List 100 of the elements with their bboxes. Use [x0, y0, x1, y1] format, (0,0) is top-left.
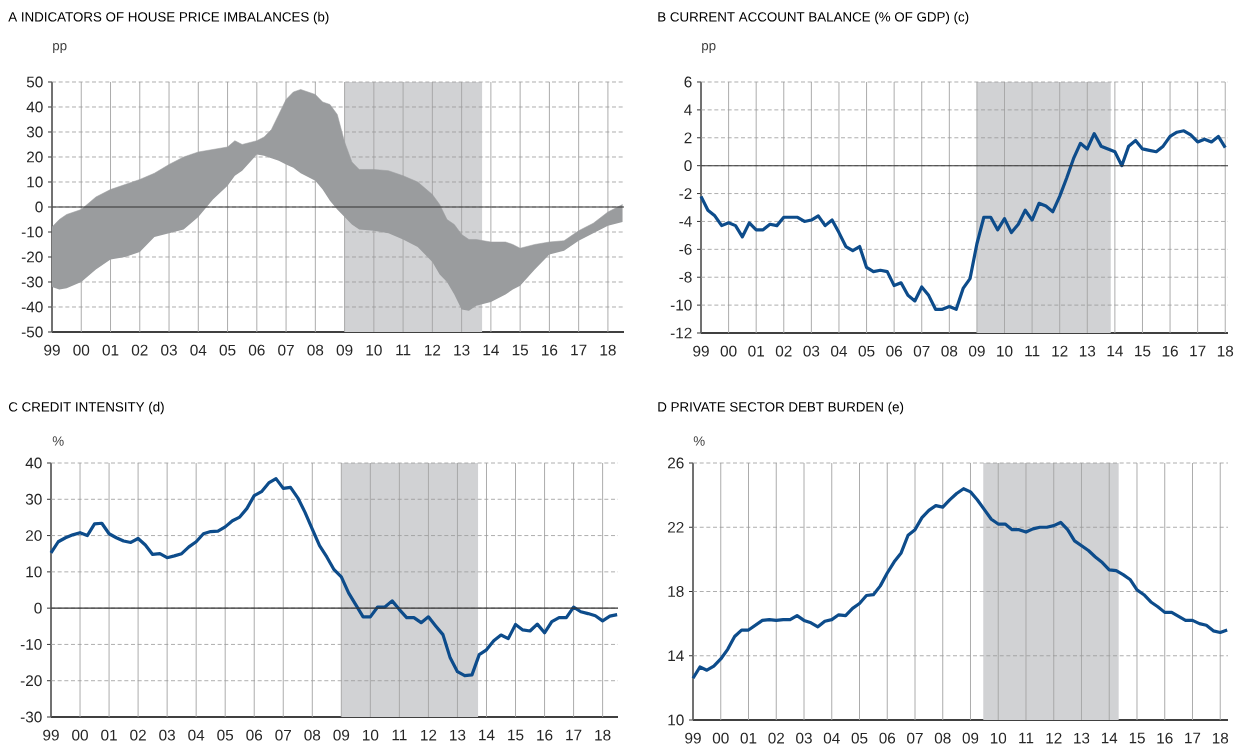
chart-title: D PRIVATE SECTOR DEBT BURDEN (e) [658, 401, 904, 415]
x-tick-label: 05 [851, 732, 868, 744]
x-tick-label: 10 [363, 729, 379, 741]
x-tick-label: 05 [219, 344, 236, 356]
x-tick-label: 15 [508, 729, 524, 741]
chart-title: C CREDIT INTENSITY (d) [8, 401, 164, 415]
x-tick-label: 17 [571, 344, 587, 356]
chart-title: B CURRENT ACCOUNT BALANCE (% OF GDP) (c) [658, 11, 969, 25]
x-tick-label: 12 [421, 729, 437, 741]
x-tick-label: 02 [768, 732, 785, 744]
x-tick-label: 18 [1212, 732, 1229, 744]
x-tick-label: 17 [1185, 732, 1201, 744]
y-tick-label: 2 [684, 132, 692, 144]
x-tick-label: 09 [969, 345, 985, 357]
x-tick-label: 04 [190, 344, 207, 356]
y-tick-label: -40 [21, 301, 43, 313]
y-tick-label: -10 [670, 299, 692, 311]
x-tick-label: 15 [512, 344, 529, 356]
y-tick-label: -30 [20, 711, 42, 723]
x-tick-label: 06 [886, 345, 902, 357]
x-tick-label: 13 [1074, 732, 1090, 744]
y-tick-label: 0 [684, 160, 692, 172]
y-tick-label: 40 [26, 101, 43, 113]
chart-title: A INDICATORS OF HOUSE PRICE IMBALANCES (b) [8, 11, 329, 25]
x-tick-label: 15 [1135, 345, 1151, 357]
x-tick-label: 17 [1190, 345, 1206, 357]
y-tick-label: 30 [26, 126, 43, 138]
x-tick-label: 99 [44, 344, 60, 356]
y-tick-label: -10 [20, 639, 42, 650]
x-tick-label: 07 [907, 732, 923, 744]
x-tick-label: 09 [336, 344, 353, 356]
line-series [49, 477, 619, 678]
y-tick-label: -12 [670, 327, 692, 339]
x-tick-label: 17 [566, 729, 582, 741]
x-tick-label: 04 [831, 345, 848, 357]
x-tick-label: 13 [1079, 345, 1096, 357]
y-tick-label: 20 [26, 530, 42, 541]
x-tick-label: 09 [333, 729, 350, 741]
x-tick-label: 06 [246, 729, 263, 741]
x-tick-label: 13 [450, 729, 466, 741]
x-tick-label: 02 [775, 345, 792, 357]
x-tick-label: 16 [537, 729, 553, 741]
y-tick-label: -20 [20, 675, 42, 687]
x-tick-label: 12 [1046, 732, 1062, 744]
x-tick-label: 00 [73, 344, 90, 356]
y-tick-label: -10 [21, 226, 43, 238]
x-tick-label: 08 [941, 345, 958, 357]
x-tick-label: 07 [278, 344, 294, 356]
x-tick-label: 10 [366, 344, 382, 356]
x-tick-label: 07 [275, 729, 292, 741]
y-tick-label: 0 [35, 201, 43, 213]
x-tick-label: 14 [1107, 345, 1123, 357]
x-tick-label: 01 [102, 344, 119, 356]
y-tick-label: -8 [679, 271, 692, 283]
x-tick-label: 11 [392, 729, 407, 741]
x-tick-label: 13 [454, 344, 470, 356]
x-tick-label: 08 [934, 732, 951, 744]
x-tick-label: 18 [595, 729, 611, 741]
x-tick-label: 01 [101, 729, 117, 741]
x-tick-label: 08 [307, 344, 324, 356]
x-tick-label: 18 [600, 344, 616, 356]
x-tick-label: 99 [43, 729, 59, 741]
y-tick-label: 4 [684, 104, 692, 116]
y-tick-label: 22 [668, 521, 684, 533]
x-tick-label: 14 [483, 344, 499, 356]
y-tick-label: 6 [684, 76, 692, 88]
x-tick-label: 06 [248, 344, 265, 356]
x-tick-label: 00 [720, 345, 737, 357]
x-tick-label: 15 [1129, 732, 1145, 744]
x-tick-label: 11 [1025, 345, 1040, 357]
y-tick-label: -2 [679, 188, 692, 199]
x-tick-label: 05 [858, 345, 875, 357]
x-tick-label: 12 [425, 344, 441, 356]
x-tick-label: 02 [131, 344, 148, 356]
y-tick-label: 30 [25, 493, 42, 505]
x-tick-label: 08 [304, 729, 321, 741]
y-tick-label: -30 [21, 276, 43, 288]
y-tick-label: -6 [679, 243, 692, 255]
y-tick-label: 20 [27, 151, 43, 163]
x-tick-label: 12 [1052, 345, 1068, 357]
x-tick-label: 99 [693, 345, 709, 357]
y-axis-title: % [693, 436, 705, 446]
x-tick-label: 00 [712, 732, 729, 744]
x-tick-label: 02 [130, 729, 146, 741]
y-tick-label: 40 [25, 457, 42, 469]
x-tick-label: 16 [542, 344, 558, 356]
x-tick-label: 05 [217, 729, 234, 741]
x-tick-label: 14 [1101, 732, 1118, 744]
y-tick-label: 10 [27, 176, 43, 188]
y-tick-label: 50 [26, 76, 43, 88]
x-tick-label: 06 [879, 732, 896, 744]
x-tick-label: 99 [685, 732, 701, 744]
x-tick-label: 03 [159, 729, 175, 741]
x-tick-label: 09 [962, 732, 979, 744]
x-tick-label: 14 [479, 729, 495, 741]
y-tick-label: 10 [668, 714, 684, 726]
x-tick-label: 16 [1162, 345, 1178, 357]
y-tick-label: -50 [21, 326, 43, 338]
x-tick-label: 16 [1157, 732, 1173, 744]
x-tick-label: 01 [740, 732, 757, 744]
